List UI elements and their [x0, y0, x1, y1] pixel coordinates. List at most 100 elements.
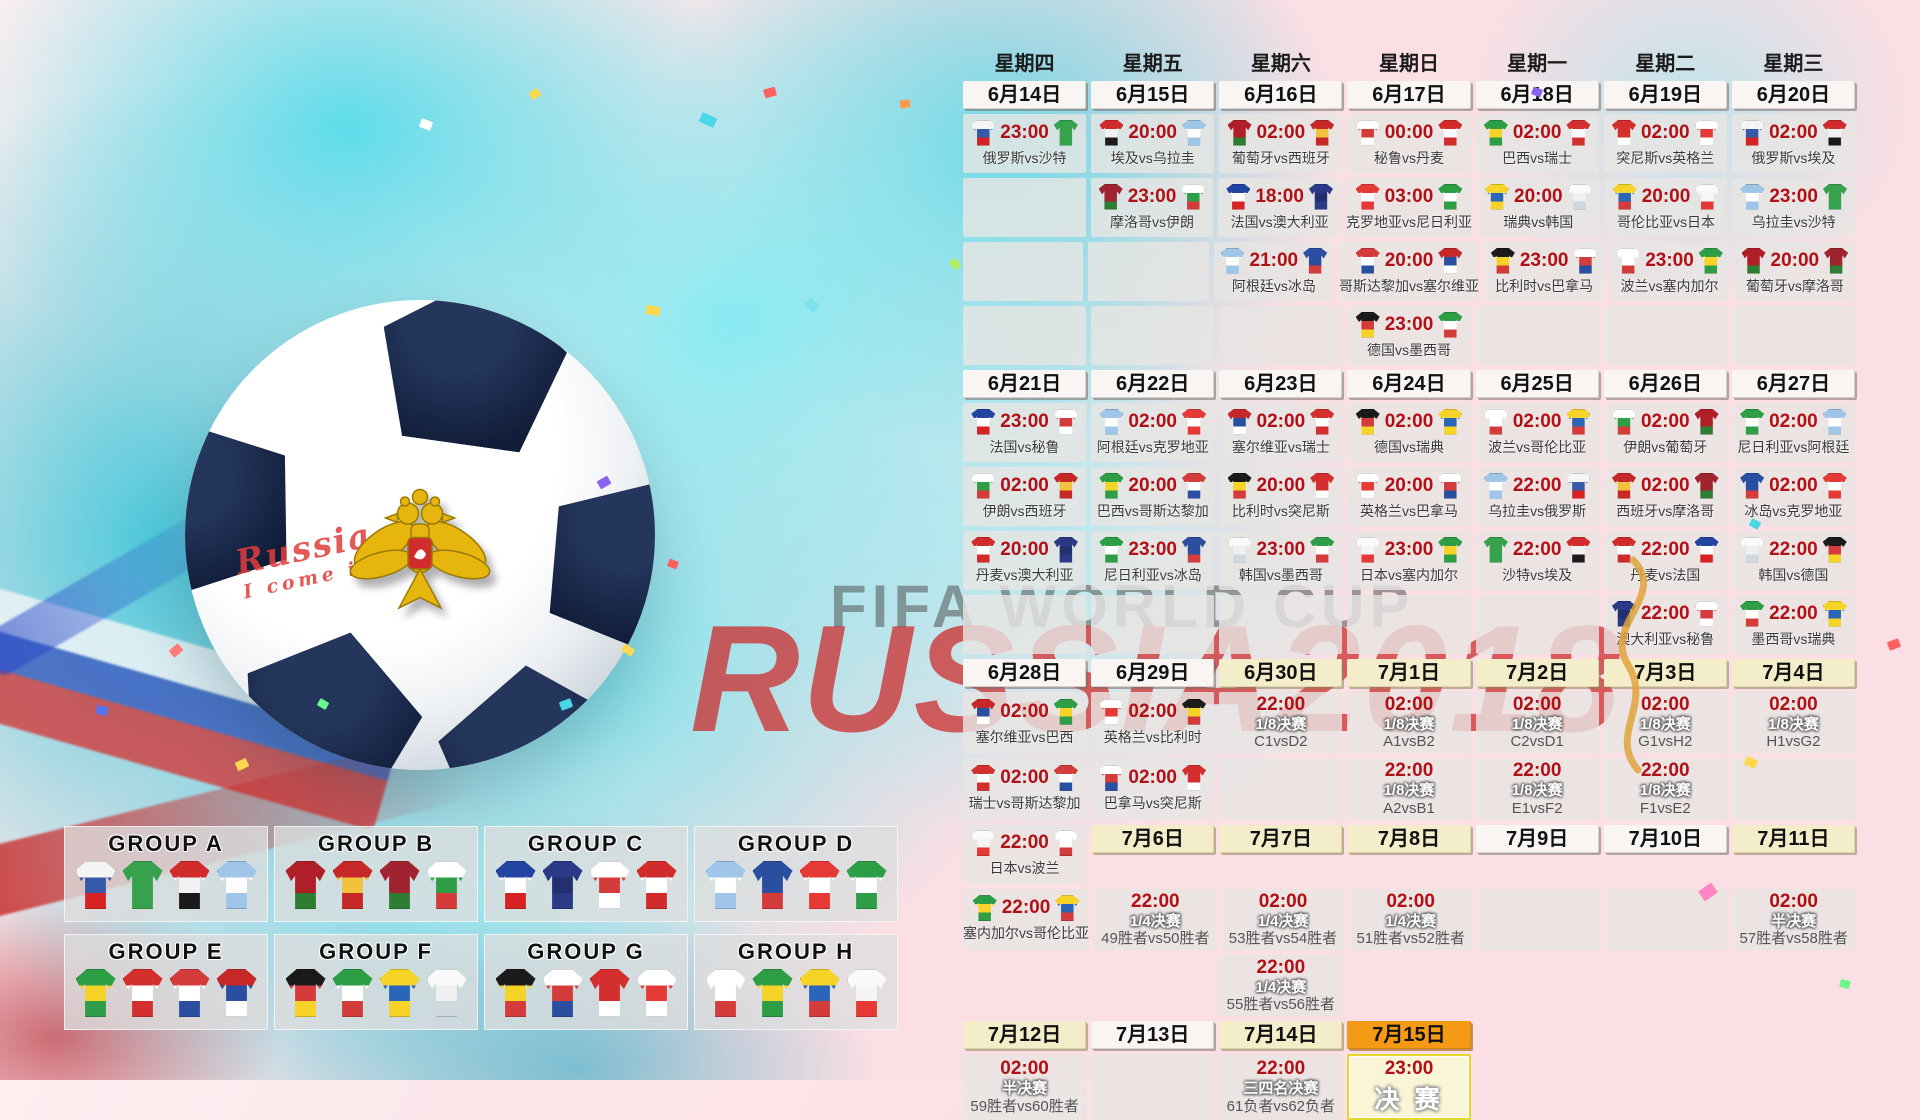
jersey-icon-突尼斯 — [1310, 472, 1335, 499]
match-time: 23:00 — [1127, 185, 1177, 207]
match-cell: 02:00 半决赛 57胜者vs58胜者 — [1732, 888, 1855, 950]
match-cell: 02:00 西班牙vs摩洛哥 — [1603, 467, 1727, 526]
match-name: 冰岛vs克罗地亚 — [1744, 502, 1843, 519]
stage-label: 三四名决赛 — [1243, 1080, 1319, 1098]
jersey-icon-澳大利亚 — [1308, 183, 1333, 210]
match-code: 59胜者vs60胜者 — [970, 1097, 1079, 1115]
match-name: 波兰vs塞内加尔 — [1620, 277, 1719, 294]
match-time: 22:00 — [1256, 694, 1306, 715]
date-button: 6月15日 — [1091, 81, 1215, 109]
date-row: 7月12日 7月13日 7月14日 7月15日 — [963, 1021, 1855, 1049]
jersey-icon-英格兰 — [1099, 698, 1124, 725]
stage-label: 1/4决赛 — [1255, 978, 1307, 996]
schedule-row: 02:00 半决赛 59胜者vs60胜者 22:00 三四名决赛 61负者vs62负者 23… — [963, 1054, 1855, 1120]
jersey-icon-摩洛哥 — [1694, 472, 1719, 499]
empty-cell — [963, 306, 1087, 365]
weekday-label: 星期三 — [1763, 53, 1824, 75]
match-line: 02:00 — [1347, 408, 1470, 435]
jersey-icon-塞内加尔 — [752, 969, 793, 1017]
jersey-icon-英格兰 — [636, 969, 677, 1017]
match-line: 02:00 — [1476, 408, 1599, 435]
date-button: 7月15日 — [1347, 1021, 1471, 1049]
group-jerseys — [65, 861, 267, 909]
match-line: 02:00 — [1476, 119, 1599, 146]
match-name: 韩国vs德国 — [1758, 566, 1829, 583]
match-line: 22:00 — [963, 830, 1086, 856]
jersey-icon-秘鲁 — [1355, 119, 1380, 146]
match-cell: 20:00 巴西vs哥斯达黎加 — [1091, 467, 1215, 526]
group-card: GROUP H — [694, 934, 898, 1030]
match-cell: 02:00 1/8决赛 H1vsG2 — [1731, 692, 1855, 754]
jersey-icon-埃及 — [1566, 536, 1591, 563]
schedule-row: 22:00 澳大利亚vs秘鲁 22:00 墨西哥vs瑞典 — [963, 595, 1855, 654]
stage-label: 1/8决赛 — [1255, 716, 1307, 733]
match-cell: 23:00 波兰vs塞内加尔 — [1609, 242, 1730, 301]
date-button: 6月24日 — [1347, 370, 1471, 398]
group-title: GROUP F — [319, 939, 433, 964]
match-time: 23:00 — [1000, 121, 1049, 143]
jersey-icon-瑞士 — [1566, 119, 1591, 146]
match-time: 22:00 — [1001, 897, 1051, 919]
match-time: 02:00 — [1769, 410, 1818, 432]
match-cell: 22:00 乌拉圭vs俄罗斯 — [1475, 467, 1599, 526]
jersey-icon-澳大利亚 — [542, 861, 583, 909]
match-cell: 23:00 日本vs塞内加尔 — [1347, 531, 1471, 590]
match-code: 51胜者vs52胜者 — [1356, 929, 1465, 947]
group-jerseys — [485, 861, 687, 909]
match-code: G1vsH2 — [1638, 733, 1693, 751]
date-button: 6月17日 — [1347, 81, 1471, 109]
jersey-icon-波兰 — [1616, 247, 1641, 274]
match-name: 法国vs澳大利亚 — [1230, 213, 1329, 230]
match-code: H1vsG2 — [1766, 733, 1821, 751]
jersey-icon-阿根廷 — [1099, 408, 1124, 435]
match-line: 23:00 — [1484, 247, 1604, 274]
jersey-icon-秘鲁 — [589, 861, 630, 909]
jersey-icon-法国 — [971, 408, 996, 435]
match-cell: 20:00 比利时vs突尼斯 — [1219, 467, 1343, 526]
jersey-icon-英格兰 — [1694, 119, 1719, 146]
match-line: 23:00 — [1219, 536, 1342, 563]
jersey-icon-塞尔维亚 — [1438, 247, 1463, 274]
jersey-icon-西班牙 — [1053, 472, 1078, 499]
jersey-icon-突尼斯 — [1611, 119, 1636, 146]
match-time: 22:00 — [1640, 602, 1690, 624]
match-time: 02:00 — [1512, 694, 1562, 715]
match-name: 哥斯达黎加vs塞尔维亚 — [1339, 277, 1479, 294]
jersey-icon-比利时 — [495, 969, 536, 1017]
group-jerseys — [485, 969, 687, 1017]
jersey-icon-巴拿马 — [1573, 247, 1598, 274]
jersey-icon-哥斯达黎加 — [1355, 247, 1380, 274]
match-line: 03:00 — [1346, 183, 1472, 210]
empty-cell — [1091, 595, 1215, 654]
jersey-icon-比利时 — [1182, 698, 1207, 725]
jersey-icon-塞内加尔 — [1438, 536, 1463, 563]
jersey-icon-英格兰 — [1355, 472, 1380, 499]
empty-cell — [1219, 306, 1343, 365]
match-name: 克罗地亚vs尼日利亚 — [1345, 213, 1472, 230]
match-name: 塞尔维亚vs瑞士 — [1231, 438, 1330, 455]
ball-pentagon — [431, 656, 638, 770]
match-line: 22:00 — [963, 895, 1089, 922]
jersey-icon-俄罗斯 — [75, 861, 116, 909]
match-line: 02:00 — [1604, 472, 1727, 499]
jersey-icon-西班牙 — [1611, 472, 1636, 499]
match-time: 02:00 — [1769, 121, 1818, 143]
match-time: 21:00 — [1249, 249, 1299, 271]
schedule-row: 23:00 德国vs墨西哥 — [963, 306, 1855, 365]
match-time: 23:00 — [1769, 185, 1818, 207]
jersey-icon-尼日利亚 — [846, 861, 887, 909]
match-name: 葡萄牙vs西班牙 — [1231, 149, 1330, 166]
jersey-icon-瑞典 — [379, 969, 420, 1017]
match-name: 俄罗斯vs埃及 — [1751, 149, 1836, 166]
jersey-icon-瑞典 — [1485, 183, 1510, 210]
match-name: 瑞典vs韩国 — [1503, 213, 1574, 230]
jersey-icon-波兰 — [1483, 408, 1508, 435]
jersey-icon-塞尔维亚 — [1227, 408, 1252, 435]
match-code: 55胜者vs56胜者 — [1226, 996, 1336, 1013]
match-cell: 23:00 决 赛 — [1347, 1054, 1471, 1120]
match-cell: 22:00 塞内加尔vs哥伦比亚 — [963, 888, 1089, 950]
match-name: 波兰vs哥伦比亚 — [1488, 438, 1587, 455]
jersey-icon-德国 — [1355, 408, 1380, 435]
match-line: 02:00 — [1091, 408, 1214, 435]
stage-label: 1/8决赛 — [1639, 782, 1691, 800]
